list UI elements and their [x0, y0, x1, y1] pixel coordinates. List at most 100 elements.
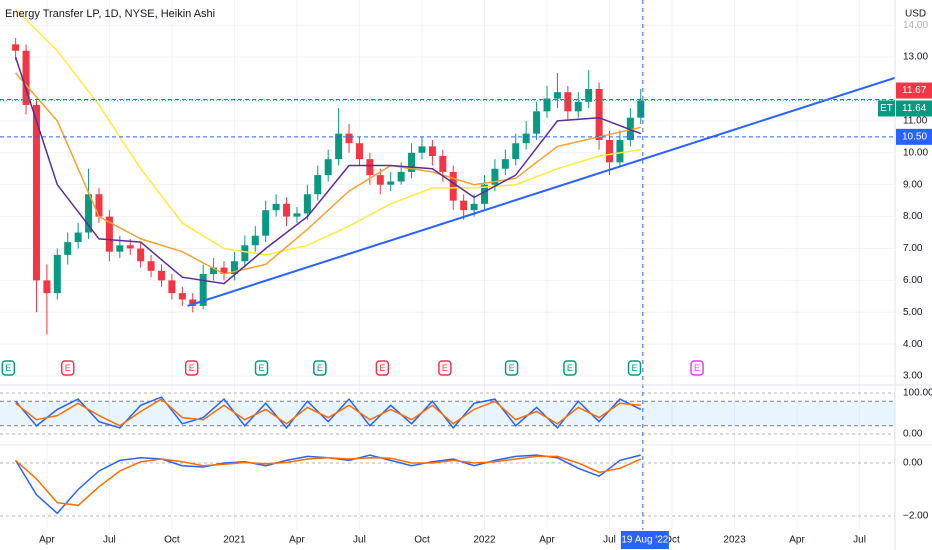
earnings-label: E: [632, 363, 638, 373]
candle-body: [168, 280, 176, 294]
x-tick-label: Jul: [603, 535, 616, 546]
candle-body: [22, 50, 30, 105]
y-tick-label: 8.00: [903, 211, 923, 222]
y-tick-label: 100.00: [903, 388, 932, 399]
candle-body: [303, 194, 311, 214]
crosshair-label: 19 Aug '22: [621, 535, 668, 546]
candle-body: [543, 98, 551, 112]
price-badge-label: 10.50: [902, 131, 927, 142]
candle-body: [85, 194, 93, 233]
earnings-label: E: [65, 363, 71, 373]
earnings-marker: [254, 360, 269, 376]
candle-body: [616, 140, 624, 163]
x-tick-label: 2021: [223, 535, 246, 546]
candle-body: [95, 194, 103, 217]
x-tick-label: Jul: [853, 535, 866, 546]
earnings-label: E: [5, 363, 11, 373]
candle-body: [585, 88, 593, 102]
candle-body: [199, 273, 207, 306]
earnings-marker: [375, 360, 390, 376]
candle-body: [366, 159, 374, 176]
symbol-badge: [878, 100, 895, 117]
candle-body: [637, 100, 645, 118]
candle-body: [314, 175, 322, 195]
candle-body: [230, 261, 238, 274]
chart-title: Energy Transfer LP, 1D, NYSE, Heikin Ash…: [5, 8, 215, 20]
x-tick-label: Apr: [789, 535, 805, 546]
earnings-label: E: [379, 363, 385, 373]
candle-body: [105, 216, 113, 252]
x-tick-label: Jul: [103, 535, 116, 546]
candle-body: [283, 203, 291, 217]
indicator-line: [15, 398, 641, 427]
price-badge-label: 11.67: [902, 85, 927, 96]
earnings-marker: [184, 360, 199, 376]
candle-body: [74, 232, 82, 243]
y-tick-label: 6.00: [903, 275, 923, 286]
candle-body: [439, 155, 447, 172]
earnings-marker: [1, 360, 16, 376]
candle-body: [324, 159, 332, 176]
candle-body: [32, 104, 40, 281]
candle-body: [126, 245, 134, 249]
indicator-line: [15, 455, 642, 507]
earnings-marker: [60, 360, 75, 376]
candle-body: [522, 133, 530, 144]
earnings-marker: [438, 360, 452, 376]
earnings-label: E: [442, 363, 448, 373]
y-tick-label: 14.00: [903, 20, 928, 31]
x-tick-label: Apr: [539, 535, 555, 546]
x-tick-label: 2022: [473, 535, 496, 546]
x-tick-label: 2023: [723, 535, 746, 546]
price-badge-label: 11.64: [902, 103, 927, 114]
price-badge: [896, 100, 932, 117]
candle-body: [157, 270, 165, 281]
candle-body: [553, 92, 561, 99]
earnings-marker: [313, 360, 327, 376]
indicator-line: [15, 72, 641, 275]
y-tick-label: 10.00: [903, 147, 928, 158]
y-tick-label: −2.00: [903, 511, 929, 522]
y-tick-label: 11.00: [903, 116, 928, 127]
candle-body: [418, 146, 426, 153]
candle-body: [43, 280, 51, 294]
earnings-label: E: [694, 363, 700, 373]
band-fill: [0, 401, 895, 426]
candle-body: [449, 171, 457, 201]
earnings-label: E: [189, 363, 195, 373]
earnings-label: E: [259, 363, 265, 373]
x-tick-label: Oct: [664, 535, 680, 546]
candle-body: [480, 184, 488, 204]
candle-body: [262, 210, 270, 236]
earnings-marker: [690, 360, 704, 376]
axes: Apr Jul Oct 2021 Apr Jul Oct 2022 Apr Jul Oct 2023 A…: [39, 20, 932, 549]
candle-body: [408, 152, 416, 172]
candle-body: [501, 159, 509, 169]
candle-body: [355, 143, 363, 160]
y-tick-label: 7.00: [903, 243, 923, 254]
y-tick-label: 4.00: [903, 339, 923, 350]
y-tick-label: 13.00: [903, 52, 928, 63]
candle-body: [460, 200, 468, 211]
crosshair-badge: [620, 531, 669, 549]
candle-body: [512, 143, 520, 160]
candle-body: [345, 133, 353, 144]
indicator-line: [15, 396, 642, 430]
candle-body: [241, 245, 249, 262]
candle-body: [220, 267, 228, 274]
y-tick-label: 9.00: [903, 179, 923, 190]
candle-body: [210, 267, 218, 274]
candle-body: [272, 203, 280, 211]
candle-body: [53, 254, 61, 294]
y-tick-label: 0.00: [903, 429, 923, 440]
candle-body: [595, 88, 603, 141]
time-axis: [0, 530, 932, 550]
candle-body: [12, 44, 20, 51]
candle-body: [491, 168, 499, 185]
symbol-label: ET: [880, 103, 893, 114]
candle-body: [470, 203, 478, 211]
price-badge: [896, 128, 932, 145]
earnings-marker: [563, 360, 577, 376]
candle-body: [251, 235, 259, 246]
